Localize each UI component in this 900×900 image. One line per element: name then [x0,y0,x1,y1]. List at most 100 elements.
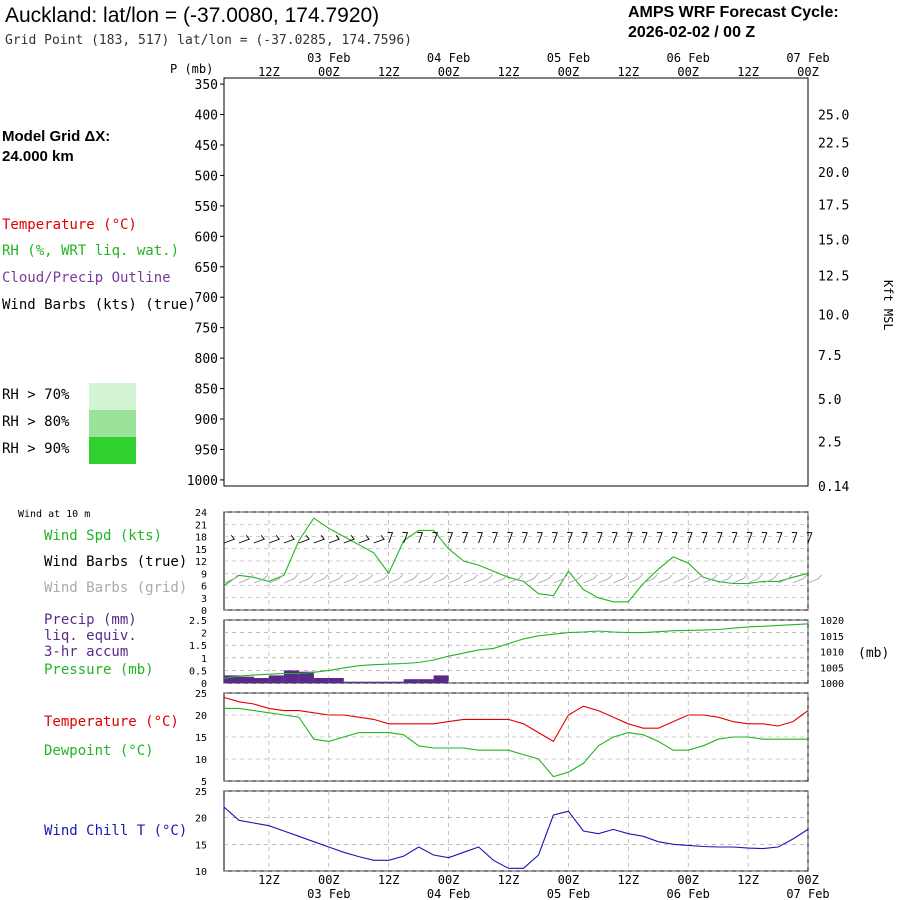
wind-barb-grid [253,574,269,584]
altitude-tick-label: 5.0 [818,393,841,408]
top-time-label: 00Z [677,65,699,79]
temperature-line [223,696,809,743]
bottom-time-label: 12Z [737,873,759,887]
wind-barb-grid [792,574,808,584]
altitude-tick-label: 0.14 [818,480,849,495]
pressure-line [223,623,809,679]
wind-barb-true [373,535,385,544]
pressure-tick-label: 350 [195,78,218,93]
wind-barb-true [283,535,295,544]
wind-barb-true [761,532,768,544]
wind-panel-tick-label: 3 [201,594,207,605]
wind-barb-true [387,532,394,544]
wind-barb-grid [732,574,748,584]
pressure-axis-label: P (mb) [170,62,213,76]
xs-wind-barb [807,220,808,222]
pressure-tick-label: 1000 [187,474,218,489]
wind-barb-grid [553,574,568,584]
wind-barb-grid [418,574,434,584]
wind-barb-grid [238,574,254,584]
top-date-label: 06 Feb [667,51,710,65]
pressure-tick-label: 900 [195,413,218,428]
pressure-tick-label: 800 [195,352,218,367]
top-time-label: 12Z [258,65,280,79]
precip-bar [328,678,344,683]
wind-barb-true [537,532,543,544]
legend-precip-3: 3-hr accum [44,644,129,660]
wind-barb-true [447,532,454,544]
top-date-label: 05 Feb [547,51,590,65]
wind-barb-true [313,535,325,544]
wind-barb-grid [283,574,299,584]
station-title: Auckland: lat/lon = (-37.0080, 174.7920) [5,4,380,27]
bottom-time-label: 00Z [677,873,699,887]
bottom-time-label: 00Z [797,873,819,887]
wind-barb-grid [268,574,284,584]
altitude-tick-label: 17.5 [818,199,849,214]
bottom-date-label: 05 Feb [547,887,590,900]
windchill-panel-frame [223,790,809,872]
pressure-right-tick-label: 1010 [820,648,844,659]
bottom-time-label: 12Z [498,873,520,887]
cycle-label: AMPS WRF Forecast Cycle: [628,4,839,21]
wind-barb-grid [538,574,553,584]
pressure-tick-label: 850 [195,383,218,398]
wind-barb-true [253,535,266,544]
precip-bar [298,671,314,683]
wind-barb-grid [328,574,344,584]
precip-bar [268,675,284,683]
wind-barb-grid [762,574,778,584]
top-time-label: 00Z [797,65,819,79]
pressure-right-tick-label: 1015 [820,632,844,643]
wind-barb-true [343,535,355,544]
wind-panel-tick-label: 9 [201,569,207,580]
wind-barb-grid [478,574,494,584]
top-time-label: 00Z [318,65,340,79]
wind-barb-grid [643,574,658,584]
precip-bar [388,681,404,683]
wind-barb-true [597,532,603,544]
precip-bar [239,676,254,683]
pressure-tick-label: 550 [195,200,218,215]
altitude-tick-label: 20.0 [818,166,849,181]
windchill-panel-tick-label: 15 [195,840,207,851]
wind-barb-true [477,532,483,544]
grid-spacing-label: Model Grid ΔX: [2,128,111,145]
top-time-label: 12Z [737,65,759,79]
top-date-label: 04 Feb [427,51,470,65]
wind-barb-true [238,535,251,544]
wind-barb-grid [523,574,538,584]
precip-panel-tick-label: 1 [201,654,207,665]
wind-barb-true [731,532,738,544]
wind-barb-grid [628,574,643,584]
temp-panel-tick-label: 25 [195,689,207,700]
top-date-label: 03 Feb [307,51,350,65]
wind-barb-true [507,532,513,544]
bottom-date-label: 03 Feb [307,887,350,900]
altitude-tick-label: 15.0 [818,233,849,248]
legend-windchill: Wind Chill T (°C) [44,823,188,839]
wind-panel-tick-label: 18 [195,533,207,544]
grid-point-label: Grid Point (183, 517) lat/lon = (-37.028… [5,33,412,48]
wind-barb-true [402,532,409,544]
wind-barb-true [417,532,424,544]
wind-barb-true [791,532,798,544]
pressure-tick-label: 500 [195,169,218,184]
precip-bar [224,675,239,683]
legend-precip-2: liq. equiv. [44,628,137,644]
bottom-time-label: 00Z [318,873,340,887]
altitude-tick-label: 10.0 [818,308,849,323]
wind-barb-true [627,532,633,544]
legend-dewpoint: Dewpoint (°C) [44,743,154,759]
bottom-time-label: 12Z [378,873,400,887]
wind-barb-grid [223,574,239,584]
precip-bar [343,681,359,683]
top-time-label: 00Z [558,65,580,79]
legend-temperature: Temperature (°C) [2,217,137,233]
top-time-label: 12Z [498,65,520,79]
cycle-value: 2026-02-02 / 00 Z [628,24,756,41]
wind-barb-grid [777,574,793,584]
legend-wind-grid: Wind Barbs (grid) [44,580,188,596]
wind-barb-true [686,532,693,544]
